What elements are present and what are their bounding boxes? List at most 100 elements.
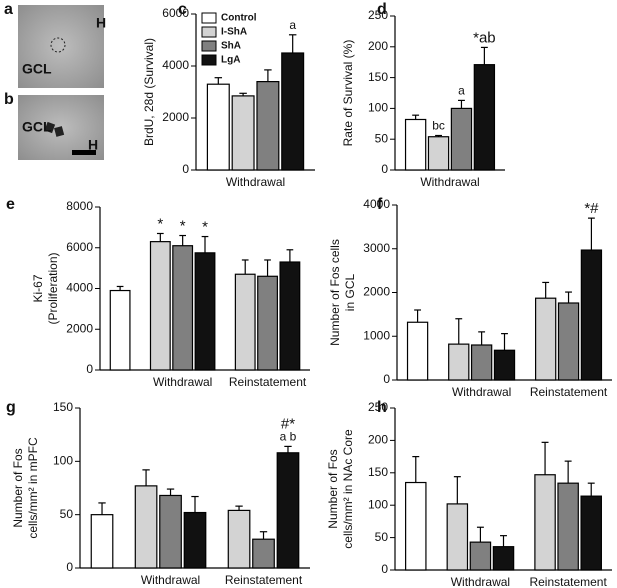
error-bar (453, 476, 461, 504)
error-bar (166, 488, 175, 496)
y-tick-label: 4000 (162, 58, 189, 72)
bar (448, 343, 470, 381)
scale-bar (72, 150, 96, 155)
bar (234, 273, 256, 371)
cell-outline (50, 37, 66, 53)
error-bar (478, 331, 486, 345)
error-bar (142, 469, 150, 486)
y-tick-label: 0 (381, 162, 388, 176)
bar (172, 245, 194, 371)
x-category-label: Reinstatement (225, 573, 303, 587)
legend-label: Control (221, 13, 257, 24)
annotation: #* (281, 415, 295, 432)
bar (281, 52, 305, 171)
bar (405, 481, 427, 571)
bar (183, 511, 207, 569)
y-tick-label: 0 (86, 362, 93, 376)
y-axis-label: (Proliferation) (46, 252, 60, 324)
y-tick-label: 250 (368, 8, 388, 22)
error-bar (587, 482, 595, 497)
bar (493, 349, 516, 381)
y-axis-label: cells/mm² in NAc Core (341, 429, 355, 549)
y-tick-label: 50 (375, 530, 389, 544)
error-bar (179, 234, 187, 246)
legend-swatch (201, 26, 217, 38)
bar (535, 297, 557, 381)
bar (557, 482, 579, 571)
panel-letter: g (6, 399, 16, 416)
y-tick-label: 150 (53, 400, 73, 414)
y-axis-label: Ki-67 (31, 274, 45, 302)
error-bar (288, 34, 297, 53)
error-bar (476, 526, 484, 543)
panel-letter: d (377, 1, 387, 18)
y-axis-label: in GCL (343, 274, 357, 312)
error-bar (284, 445, 292, 453)
y-tick-label: 0 (66, 560, 73, 574)
y-tick-label: 150 (368, 465, 388, 479)
y-tick-label: 6000 (162, 6, 189, 20)
y-tick-label: 4000 (363, 197, 390, 211)
bar (446, 503, 469, 571)
y-tick-label: 2000 (363, 285, 390, 299)
error-bar (435, 134, 442, 137)
bar (257, 275, 278, 371)
bar (134, 485, 158, 569)
bar (231, 95, 255, 171)
error-bar (156, 232, 164, 242)
y-tick-label: 200 (368, 433, 388, 447)
labeled-cell (44, 121, 56, 134)
bar (450, 107, 473, 171)
bar (580, 249, 603, 381)
panel-letter: c (178, 1, 187, 18)
bar (580, 495, 602, 571)
legend-swatch (201, 54, 217, 66)
x-category-label: Reinstatement (530, 385, 608, 399)
x-category-label: Withdrawal (153, 375, 212, 389)
x-category-label: Reinstatement (229, 375, 307, 389)
bar (252, 538, 275, 569)
annotation: a (458, 84, 465, 98)
y-tick-label: 0 (182, 162, 189, 176)
region-label: H (96, 15, 106, 31)
region-label: H (88, 137, 98, 153)
annotation: * (157, 215, 163, 232)
y-tick-label: 8000 (66, 199, 93, 213)
micrograph (18, 5, 104, 88)
y-tick-label: 100 (368, 497, 388, 511)
error-bar (414, 309, 422, 323)
region-label: GCL (22, 119, 52, 135)
error-bar (542, 281, 550, 299)
bar (557, 302, 580, 381)
annotation: a b (280, 430, 297, 444)
error-bar (458, 99, 465, 109)
bar (159, 494, 182, 569)
legend-swatch (201, 12, 217, 24)
y-tick-label: 3000 (363, 241, 390, 255)
error-bar (214, 77, 223, 85)
region-label: GCL (22, 61, 52, 77)
bar (469, 541, 492, 571)
bar (256, 80, 280, 171)
error-bar (541, 441, 549, 475)
bar (227, 509, 251, 569)
x-category-label: Withdrawal (226, 175, 285, 189)
error-bar (235, 505, 243, 511)
y-tick-label: 0 (383, 372, 390, 386)
bar (109, 289, 131, 371)
error-bar (191, 495, 199, 513)
y-tick-label: 100 (53, 454, 73, 468)
annotation: bc (432, 119, 445, 133)
y-axis-label: Number of Fos cells (328, 239, 342, 346)
bar (276, 452, 300, 569)
x-category-label: Withdrawal (451, 575, 510, 588)
annotation: a (289, 18, 296, 32)
y-tick-label: 50 (60, 507, 74, 521)
x-category-label: Withdrawal (420, 175, 479, 189)
error-bar (239, 92, 247, 96)
y-tick-label: 2000 (66, 321, 93, 335)
bar (90, 514, 114, 569)
y-tick-label: 0 (381, 562, 388, 576)
bar (406, 321, 429, 381)
